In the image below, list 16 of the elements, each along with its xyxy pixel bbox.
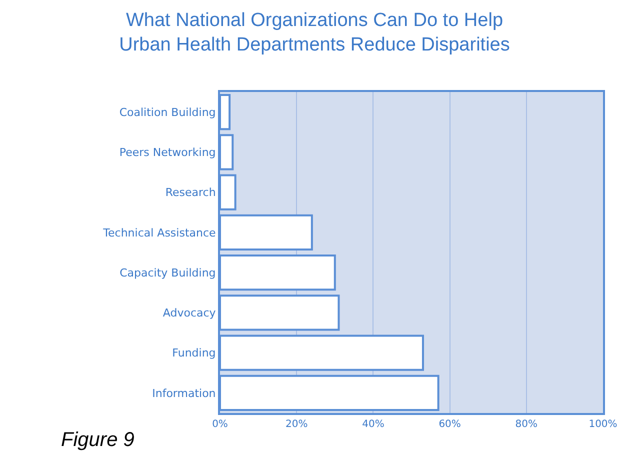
y-tick-label: Peers Networking [119, 146, 216, 160]
x-tick-label: 0% [212, 419, 228, 430]
y-tick-label: Coalition Building [119, 106, 216, 119]
y-tick-label: Research [165, 186, 216, 200]
y-tick-label: Funding [172, 346, 216, 360]
chart-title: What National Organizations Can Do to Help Urban Health Departments Reduce Disparities [119, 10, 510, 56]
y-tick-label: Capacity Building [120, 266, 216, 280]
x-tick-label: 80% [515, 419, 538, 430]
caption: Figure 9 [61, 429, 134, 451]
y-tick-label: Technical Assistance [102, 226, 216, 240]
x-tick-label: 60% [438, 419, 461, 430]
y-tick-label: Advocacy [162, 306, 216, 320]
x-tick-label: 100% [588, 419, 618, 430]
y-tick-label: Information [152, 386, 216, 400]
x-tick-label: 40% [362, 419, 384, 430]
x-tick-label: 20% [285, 419, 308, 430]
